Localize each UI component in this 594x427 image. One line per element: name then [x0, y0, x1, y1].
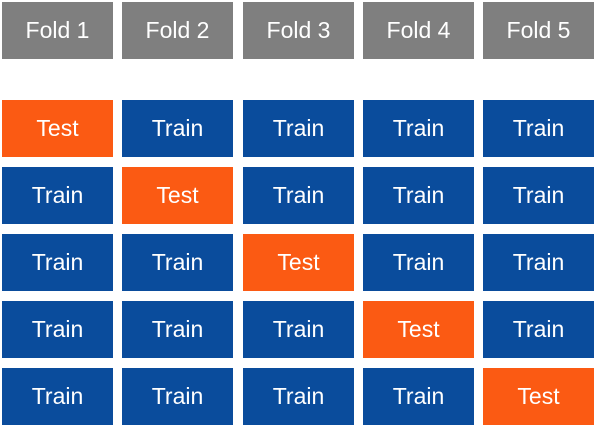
- train-cell: Train: [243, 167, 354, 224]
- train-cell: Train: [483, 234, 594, 291]
- train-cell: Train: [122, 368, 233, 425]
- train-cell: Train: [243, 301, 354, 358]
- train-cell: Train: [483, 100, 594, 157]
- train-cell: Train: [2, 234, 113, 291]
- train-cell: Train: [363, 100, 474, 157]
- train-cell: Train: [122, 234, 233, 291]
- train-cell: Train: [363, 234, 474, 291]
- fold-header: Fold 4: [363, 2, 474, 59]
- train-cell: Train: [122, 301, 233, 358]
- train-cell: Train: [483, 167, 594, 224]
- fold-header: Fold 2: [122, 2, 233, 59]
- train-cell: Train: [122, 100, 233, 157]
- train-cell: Train: [243, 100, 354, 157]
- train-cell: Train: [243, 368, 354, 425]
- train-cell: Train: [363, 368, 474, 425]
- test-cell: Test: [243, 234, 354, 291]
- fold-header: Fold 3: [243, 2, 354, 59]
- test-cell: Test: [2, 100, 113, 157]
- test-cell: Test: [363, 301, 474, 358]
- fold-header: Fold 5: [483, 2, 594, 59]
- fold-header: Fold 1: [2, 2, 113, 59]
- train-cell: Train: [2, 368, 113, 425]
- test-cell: Test: [483, 368, 594, 425]
- test-cell: Test: [122, 167, 233, 224]
- train-cell: Train: [363, 167, 474, 224]
- train-cell: Train: [2, 167, 113, 224]
- train-cell: Train: [2, 301, 113, 358]
- train-cell: Train: [483, 301, 594, 358]
